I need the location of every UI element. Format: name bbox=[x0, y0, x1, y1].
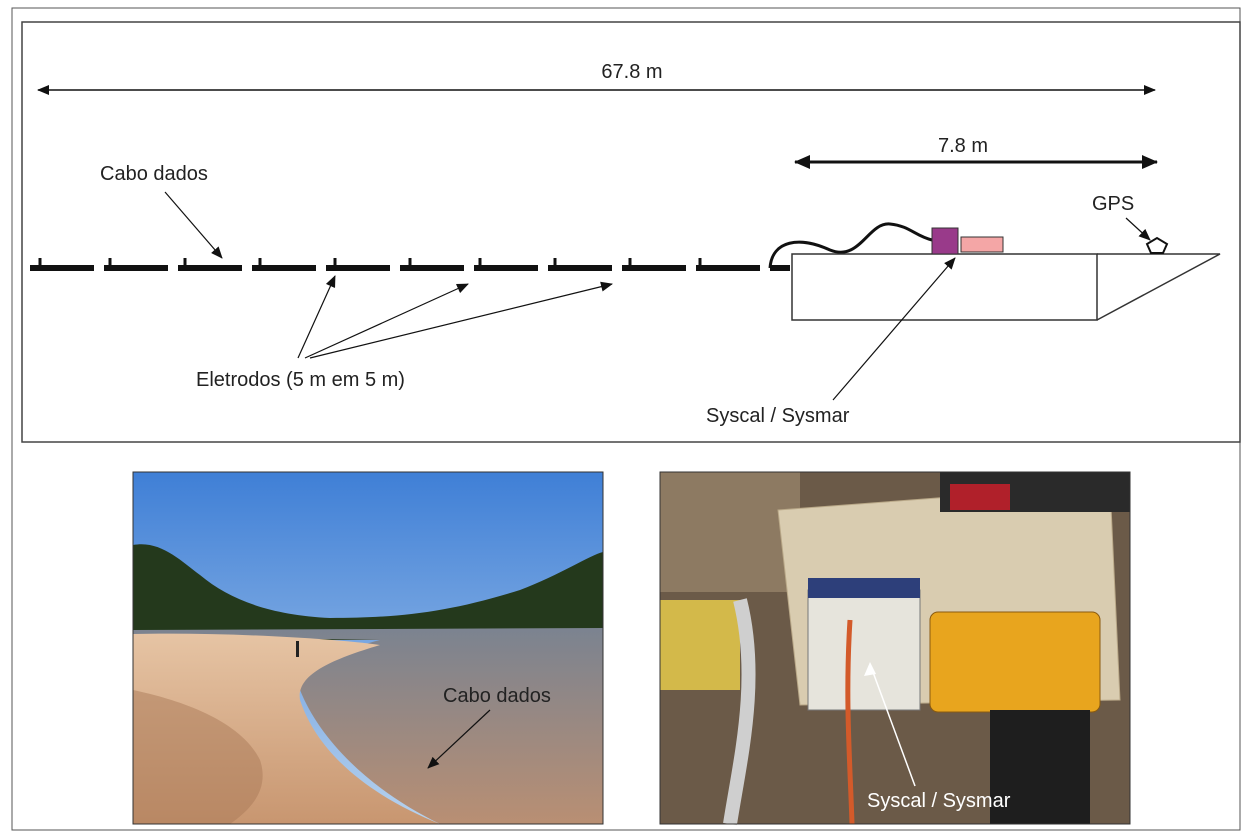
cable-label: Cabo dados bbox=[100, 163, 208, 185]
instrument-label: Syscal / Sysmar bbox=[706, 405, 850, 427]
gps-label: GPS bbox=[1092, 193, 1134, 215]
electrode-pointer bbox=[305, 284, 468, 358]
instrument-photo bbox=[660, 472, 1130, 824]
cable bbox=[30, 258, 790, 270]
boat-length-label: 7.8 m bbox=[938, 135, 988, 157]
photo-instrument-label: Syscal / Sysmar bbox=[867, 790, 1011, 812]
electrodes-label: Eletrodos (5 m em 5 m) bbox=[196, 369, 405, 391]
figure: 67.8 m 7.8 m Cabo dados GPS Eletrodos (5… bbox=[0, 0, 1250, 833]
boat-hull bbox=[792, 254, 1097, 320]
photo-cable-label: Cabo dados bbox=[443, 685, 551, 707]
battery-box bbox=[961, 237, 1003, 252]
syscal-box bbox=[932, 228, 958, 254]
boat-bow bbox=[1097, 254, 1220, 320]
total-length-label: 67.8 m bbox=[601, 61, 662, 83]
gps-icon bbox=[1147, 238, 1167, 253]
electrode-pointer bbox=[310, 284, 612, 358]
electrode-pointer bbox=[298, 276, 335, 358]
river-photo bbox=[133, 472, 603, 824]
cable-pointer bbox=[165, 192, 222, 258]
gps-pointer bbox=[1126, 218, 1150, 240]
